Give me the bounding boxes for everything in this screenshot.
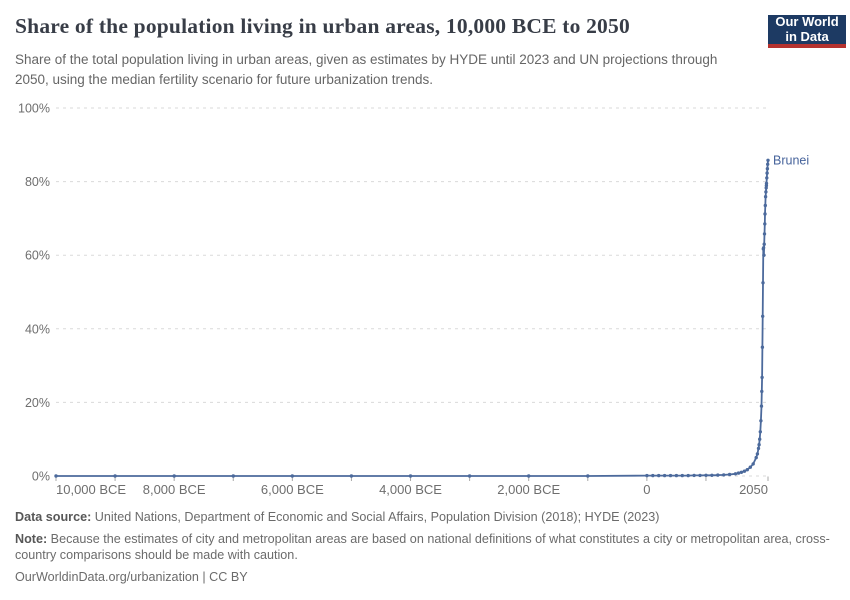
data-point-marker[interactable] [764, 190, 768, 194]
owid-logo-line2: in Data [785, 28, 829, 44]
x-axis-label: 10,000 BCE [56, 482, 126, 497]
data-point-marker[interactable] [692, 473, 696, 478]
data-point-marker[interactable] [290, 474, 294, 478]
owid-logo-line1: Our World [775, 13, 839, 29]
data-point-marker[interactable] [762, 242, 766, 246]
x-axis-label: 4,000 BCE [379, 482, 442, 497]
data-point-marker[interactable] [757, 443, 761, 447]
data-point-marker[interactable] [231, 474, 235, 478]
note-line: Note: Because the estimates of city and … [15, 531, 836, 563]
series-label-brunei[interactable]: Brunei [773, 153, 809, 167]
data-point-marker[interactable] [760, 375, 764, 380]
data-point-marker[interactable] [662, 473, 667, 478]
data-point-marker[interactable] [765, 176, 769, 180]
data-point-marker[interactable] [722, 473, 726, 477]
data-point-marker[interactable] [760, 345, 765, 349]
data-point-marker[interactable] [172, 474, 176, 478]
y-axis-label: 0% [32, 470, 50, 484]
data-point-marker[interactable] [527, 474, 531, 478]
data-point-marker[interactable] [710, 473, 714, 477]
data-point-marker[interactable] [760, 389, 764, 394]
data-point-marker[interactable] [762, 253, 766, 257]
data-point-marker[interactable] [756, 446, 761, 451]
data-point-marker[interactable] [761, 314, 765, 318]
data-point-marker[interactable] [704, 473, 708, 477]
data-point-marker[interactable] [733, 472, 738, 476]
x-axis-label: 0 [643, 482, 650, 497]
data-point-marker[interactable] [668, 473, 673, 478]
data-source-text: United Nations, Department of Economic a… [91, 510, 660, 524]
data-point-marker[interactable] [758, 430, 762, 434]
owid-citation-link[interactable]: OurWorldinData.org/urbanization | CC BY [15, 570, 248, 585]
brunei-series-line[interactable] [55, 159, 769, 477]
data-point-marker[interactable] [686, 473, 690, 478]
data-point-marker[interactable] [467, 474, 472, 478]
data-point-marker[interactable] [54, 474, 58, 478]
data-point-marker[interactable] [763, 203, 767, 208]
data-point-marker[interactable] [674, 473, 679, 478]
page-title: Share of the population living in urban … [15, 14, 630, 38]
data-source-label: Data source: [15, 510, 92, 524]
y-axis-label: 20% [25, 396, 50, 410]
data-point-marker[interactable] [754, 455, 758, 460]
y-axis-label: 60% [25, 249, 50, 263]
x-axis-label: 2,000 BCE [497, 482, 560, 497]
data-point-marker[interactable] [755, 452, 760, 456]
data-point-marker[interactable] [751, 462, 755, 466]
data-point-marker[interactable] [408, 474, 413, 478]
data-source-line: Data source: United Nations, Department … [15, 509, 836, 525]
data-point-marker[interactable] [698, 473, 702, 478]
data-point-marker[interactable] [716, 473, 720, 477]
data-point-marker[interactable] [645, 473, 649, 478]
data-point-marker[interactable] [759, 419, 763, 423]
data-point-marker[interactable] [651, 473, 655, 478]
x-axis-label: 6,000 BCE [261, 482, 324, 497]
data-point-marker[interactable] [762, 232, 767, 236]
data-point-marker[interactable] [763, 212, 767, 216]
data-point-marker[interactable] [766, 158, 770, 162]
data-point-marker[interactable] [727, 472, 732, 477]
data-point-marker[interactable] [761, 281, 765, 285]
data-point-marker[interactable] [742, 469, 747, 473]
chart-footer: Data source: United Nations, Department … [15, 509, 836, 591]
owid-logo[interactable]: Our World in Data [768, 13, 846, 48]
data-point-marker[interactable] [763, 195, 768, 199]
data-point-marker[interactable] [680, 473, 684, 478]
note-label: Note: [15, 532, 48, 547]
chart-subtitle: Share of the total population living in … [15, 52, 718, 88]
data-point-marker[interactable] [739, 470, 744, 474]
data-point-marker[interactable] [736, 471, 741, 475]
x-axis-label: 8,000 BCE [143, 482, 206, 497]
data-point-marker[interactable] [586, 474, 590, 478]
data-point-marker[interactable] [349, 474, 354, 478]
y-axis-label: 100% [18, 102, 50, 116]
data-point-marker[interactable] [745, 468, 749, 472]
data-point-marker[interactable] [113, 474, 117, 478]
x-axis-label: 2050 [739, 482, 768, 497]
data-point-marker[interactable] [759, 404, 764, 408]
y-axis-label: 40% [25, 322, 50, 336]
y-axis-label: 80% [25, 175, 50, 189]
data-point-marker[interactable] [763, 222, 767, 226]
data-point-marker[interactable] [766, 162, 770, 166]
data-point-marker[interactable] [765, 167, 770, 171]
note-text: Because the estimates of city and metrop… [15, 532, 830, 563]
data-point-marker[interactable] [657, 473, 661, 478]
data-point-marker[interactable] [761, 246, 766, 250]
data-point-marker[interactable] [765, 171, 769, 175]
data-point-marker[interactable] [758, 437, 762, 441]
data-point-marker[interactable] [748, 465, 752, 469]
data-point-marker[interactable] [764, 181, 769, 186]
